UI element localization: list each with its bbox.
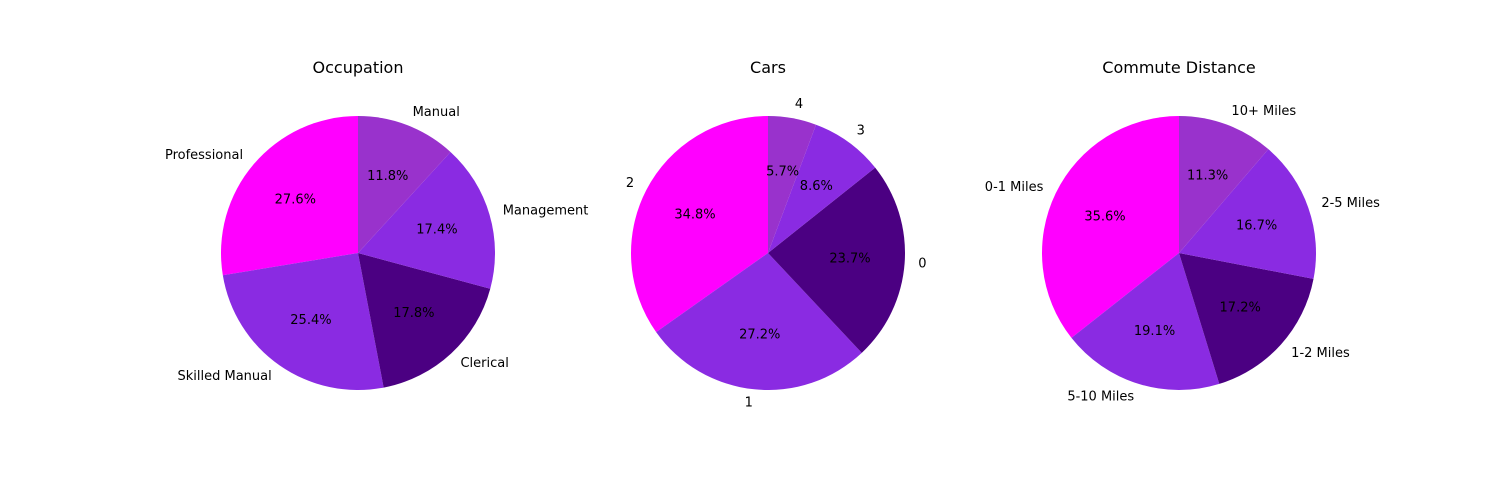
slice-label: Management bbox=[503, 203, 589, 218]
pie-slice-professional bbox=[221, 116, 358, 276]
chart-title: Cars bbox=[750, 58, 786, 77]
slice-label: Clerical bbox=[460, 356, 508, 371]
pie-slice-0 bbox=[768, 167, 905, 353]
slice-percent-label: 23.7% bbox=[829, 251, 870, 266]
slice-percent-label: 27.2% bbox=[739, 327, 780, 342]
pie-slice-0-1-miles bbox=[1042, 116, 1179, 338]
chart-title: Commute Distance bbox=[1102, 58, 1255, 77]
pie-labels: 2 34.8% 1 27.2% 0 23.7% 3 8.6% 4 5.7% bbox=[626, 97, 927, 410]
slice-percent-label: 19.1% bbox=[1134, 324, 1175, 339]
pie-slice-2 bbox=[630, 116, 768, 333]
pie-labels: Professional 27.6% Skilled Manual 25.4% Cler… bbox=[165, 105, 588, 384]
slice-label: 3 bbox=[857, 124, 865, 139]
slice-label: 2-5 Miles bbox=[1321, 196, 1380, 211]
pie-slices bbox=[630, 116, 905, 391]
pie-slice-4 bbox=[768, 116, 817, 253]
pie-chart-occupation: Occupation Professional 27.6% Skilled Manu… bbox=[165, 58, 588, 390]
slice-percent-label: 17.4% bbox=[416, 223, 457, 238]
slice-percent-label: 16.7% bbox=[1236, 218, 1277, 233]
pie-slice-3 bbox=[768, 124, 876, 254]
slice-percent-label: 11.3% bbox=[1187, 168, 1228, 183]
slice-label: 1 bbox=[745, 395, 753, 410]
slice-percent-label: 17.8% bbox=[393, 306, 434, 321]
pie-slice-management bbox=[358, 151, 495, 289]
pie-slice-5-10-miles bbox=[1071, 253, 1220, 390]
slice-percent-label: 11.8% bbox=[367, 169, 408, 184]
chart-title: Occupation bbox=[313, 58, 404, 77]
pie-slice-manual bbox=[358, 116, 451, 253]
slice-label: Manual bbox=[413, 105, 460, 120]
slice-percent-label: 25.4% bbox=[290, 313, 331, 328]
pie-slice-1 bbox=[656, 253, 862, 391]
pie-slice-skilled-manual bbox=[222, 253, 384, 390]
pie-slices bbox=[1042, 116, 1316, 390]
pie-slice-2-5-miles bbox=[1179, 149, 1316, 279]
slice-label: 4 bbox=[795, 97, 803, 112]
slice-label: 2 bbox=[626, 176, 634, 191]
slice-label: Professional bbox=[165, 148, 243, 163]
slice-percent-label: 35.6% bbox=[1084, 210, 1125, 225]
slice-percent-label: 34.8% bbox=[674, 208, 715, 223]
pie-slices bbox=[221, 116, 495, 390]
slice-label: 5-10 Miles bbox=[1067, 389, 1134, 404]
pie-slice-clerical bbox=[358, 253, 491, 388]
slice-percent-label: 27.6% bbox=[275, 192, 316, 207]
slice-percent-label: 5.7% bbox=[766, 165, 799, 180]
slice-label: Skilled Manual bbox=[177, 369, 271, 384]
pie-labels: 0-1 Miles 35.6% 5-10 Miles 19.1% 1-2 Miles 17… bbox=[985, 104, 1380, 404]
pie-slice-1-2-miles bbox=[1179, 253, 1314, 384]
pie-chart-cars: Cars 2 34.8% 1 27.2% 0 23.7% 3 8.6% 4 5.7% bbox=[626, 58, 927, 410]
slice-percent-label: 17.2% bbox=[1220, 300, 1261, 315]
slice-label: 1-2 Miles bbox=[1291, 346, 1350, 361]
pie-chart-commute-distance: Commute Distance 0-1 Miles 35.6% 5-10 Mile… bbox=[985, 58, 1380, 404]
pie-slice-10-miles bbox=[1179, 116, 1269, 253]
slice-label: 10+ Miles bbox=[1231, 104, 1296, 119]
slice-label: 0 bbox=[918, 256, 926, 271]
slice-percent-label: 8.6% bbox=[800, 179, 833, 194]
slice-label: 0-1 Miles bbox=[985, 180, 1044, 195]
